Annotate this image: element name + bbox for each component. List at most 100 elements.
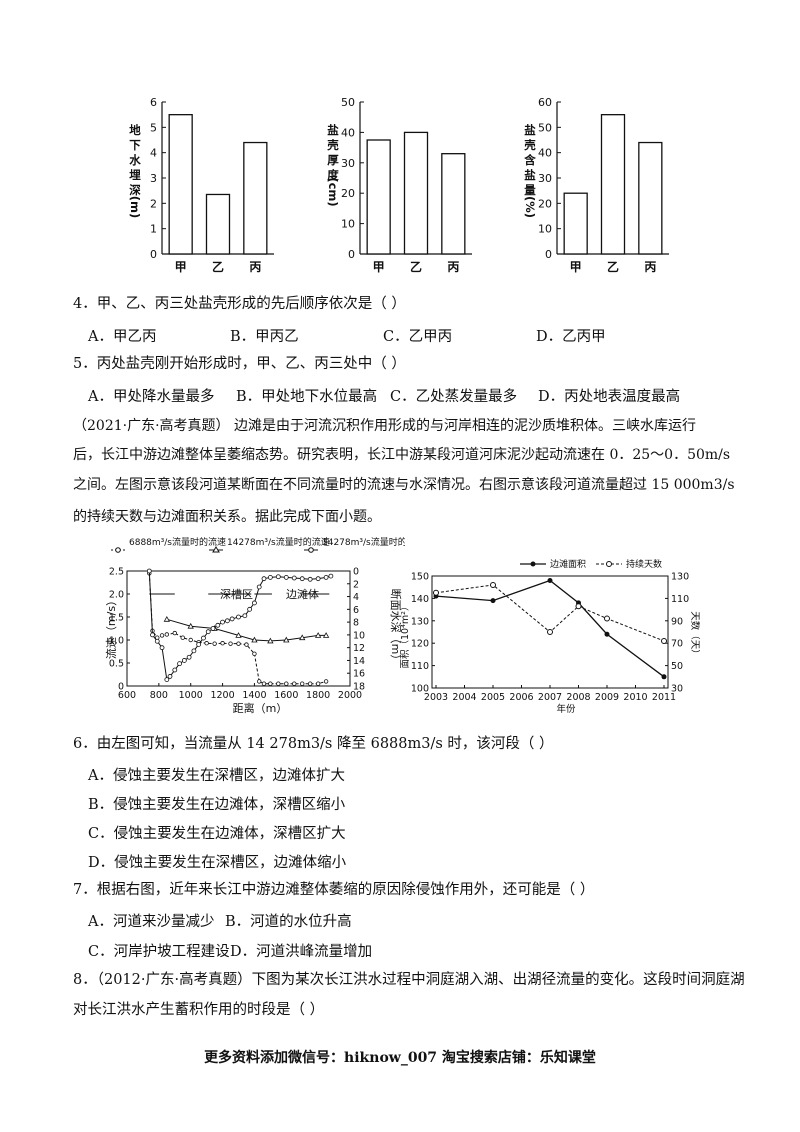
series-14278-depth-point xyxy=(150,632,155,638)
series-14278-speed-point xyxy=(163,615,171,622)
left-x-tick-label: 1400 xyxy=(242,690,266,701)
bar-category-label: 甲 xyxy=(175,260,187,274)
series-14278-depth-point xyxy=(291,575,297,581)
series-days-point xyxy=(575,603,582,610)
q5-option-c[interactable]: C．乙处蒸发量最多 xyxy=(390,389,518,405)
series-14278-speed-point xyxy=(235,632,242,638)
q7-option-d[interactable]: D．河道洪峰流量增加 xyxy=(230,944,373,960)
bar-category-label: 丙 xyxy=(249,260,261,274)
q7-option-c[interactable]: C．河岸护坡工程建设 xyxy=(88,944,230,960)
bar xyxy=(638,141,663,255)
q6-option-a[interactable]: A．侵蚀主要发生在深槽区，边滩体扩大 xyxy=(88,768,345,784)
series-14278-depth-point xyxy=(283,574,289,580)
right-line-chart: 边滩面积 持续天数 2003 2004 2005 2006 2007 2008 2009 20… xyxy=(400,558,700,715)
right-legend-area: 边滩面积 xyxy=(550,558,586,570)
left-x-tick-label: 600 xyxy=(118,690,136,701)
right-chart-left-tick-label: 100 xyxy=(411,684,429,695)
right-y-label-depth: 断面水深（m） xyxy=(389,589,403,666)
q4-option-c[interactable]: C．乙甲丙 xyxy=(383,329,453,345)
left-x-tick-label: 2000 xyxy=(338,690,362,701)
series-6888-speed-point xyxy=(252,651,257,656)
right-chart-left-tick-label: 150 xyxy=(411,572,429,583)
series-14278-depth-point xyxy=(315,576,321,582)
q6-option-d[interactable]: D．侵蚀主要发生在深槽区，边滩体缩小 xyxy=(88,855,347,871)
series-6888-speed-point xyxy=(257,679,262,684)
series-area-line xyxy=(435,579,665,678)
left-legend-14278-depth: 14278m³/s流量时的断面水深 xyxy=(322,536,405,548)
annotation-point-bar: 边滩体 xyxy=(286,587,319,601)
series-14278-speed-point xyxy=(187,622,194,629)
series-14278-depth-point xyxy=(252,600,257,606)
q6-option-b[interactable]: B．侵蚀主要发生在边滩体，深槽区缩小 xyxy=(88,797,346,813)
q4-option-a[interactable]: A．甲乙丙 xyxy=(88,329,157,345)
bar-category-label: 甲 xyxy=(570,260,582,274)
right-x-tick-label: 2006 xyxy=(509,692,533,703)
left-y-tick-label: 1.0 xyxy=(109,636,124,647)
left-chart-legend: 6888m³/s流量时的流速 14278m³/s流量时的流速 14278m³/s… xyxy=(111,536,405,553)
series-days-point xyxy=(661,637,667,644)
q4-option-b[interactable]: B．甲丙乙 xyxy=(230,329,299,345)
series-14278-depth-point xyxy=(261,576,267,582)
series-days-point xyxy=(547,629,553,635)
bar-category-label: 丙 xyxy=(447,260,459,274)
q7-option-a[interactable]: A．河道来沙量减少 xyxy=(88,914,215,930)
q4-option-d[interactable]: D．乙丙甲 xyxy=(536,329,606,345)
right-y-tick-label: 16 xyxy=(353,669,365,680)
bar-y-tick-label: 30 xyxy=(538,172,552,185)
series-14278-depth-point xyxy=(154,638,160,644)
series-6888-speed-point xyxy=(159,633,165,638)
series-14278-speed-point xyxy=(299,634,306,641)
right-x-tick-label: 2003 xyxy=(424,692,448,703)
bar xyxy=(600,114,626,255)
q7-option-b[interactable]: B．河道的水位升高 xyxy=(225,914,352,930)
series-6888-speed-point xyxy=(228,641,233,646)
bar-y-tick-label: 40 xyxy=(341,126,355,139)
bar xyxy=(243,141,268,255)
q5-option-b[interactable]: B．甲处地下水位最高 xyxy=(236,389,378,405)
series-14278-depth-point xyxy=(201,635,206,641)
right-chart-right-tick-label: 70 xyxy=(671,639,683,650)
left-y-tick-label: 0.5 xyxy=(109,659,124,670)
bar-y-tick-label: 4 xyxy=(150,147,157,160)
left-y-tick-label: 2.0 xyxy=(109,590,124,601)
right-x-tick-label: 2004 xyxy=(452,692,476,703)
question-8-line-2: 对长江洪水产生蓄积作用的时段是（ ） xyxy=(73,1002,325,1018)
q5-option-d[interactable]: D．丙处地表温度最高 xyxy=(538,389,681,405)
intro-line-4: 的持续天数与边滩面积关系。据此完成下面小题。 xyxy=(73,509,381,525)
intro-line-2: 后，长江中游边滩整体呈萎缩态势。研究表明，长江中游某段河道河床泥沙起动流速在 0… xyxy=(73,447,731,463)
series-14278-speed-point xyxy=(267,637,274,644)
series-14278-depth-point xyxy=(229,616,235,622)
annotation-deep-channel: 深槽区 xyxy=(220,588,253,601)
q6-option-c[interactable]: C．侵蚀主要发生在边滩体，深槽区扩大 xyxy=(88,826,346,842)
bar-y-tick-label: 50 xyxy=(341,96,355,109)
series-6888-speed-point xyxy=(307,681,313,686)
series-6888-speed-point xyxy=(284,681,289,686)
bar xyxy=(563,192,588,255)
bar-y-label-char: 度 xyxy=(327,168,339,182)
series-area-point xyxy=(490,598,496,604)
intro-line-1: （2021·广东·高考真题） 边滩是由于河流沉积作用形成的与河岸相连的泥沙质堆积… xyxy=(73,418,696,434)
right-chart-legend: 边滩面积 持续天数 xyxy=(520,558,662,570)
series-6888-speed-point xyxy=(212,641,217,646)
bar-y-label-char: 盐 xyxy=(327,123,339,137)
series-days-point xyxy=(490,581,496,588)
series-14278-depth-point xyxy=(220,619,225,625)
left-x-tick-label: 1800 xyxy=(306,690,330,701)
left-x-label: 距离（m） xyxy=(233,701,288,715)
series-6888-speed-point xyxy=(172,630,177,636)
bar-category-label: 乙 xyxy=(607,260,619,274)
right-y-tick-label: 4 xyxy=(353,592,359,603)
bar-y-tick-label: 40 xyxy=(538,147,552,160)
series-14278-depth-line xyxy=(148,570,332,681)
q5-option-a[interactable]: A．甲处降水量最多 xyxy=(88,389,215,405)
series-6888-speed-point xyxy=(204,641,209,646)
series-14278-depth-point xyxy=(299,576,305,582)
bar-y-tick-label: 60 xyxy=(538,96,552,109)
series-6888-speed-point xyxy=(220,641,225,646)
bar xyxy=(366,139,391,255)
series-6888-speed-point xyxy=(276,681,281,686)
right-chart-left-tick-label: 140 xyxy=(411,594,429,605)
bar-y-label-char: 水 xyxy=(129,153,141,167)
left-x-tick-label: 1200 xyxy=(210,690,234,701)
